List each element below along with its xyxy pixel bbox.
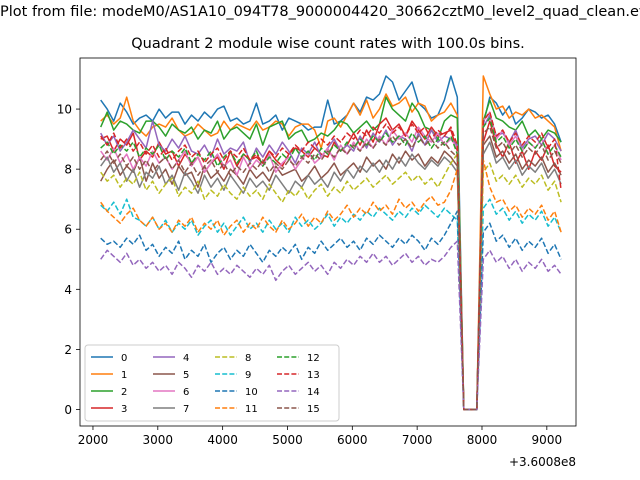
series-line-9: [100, 198, 562, 411]
x-tick-label: 5000: [272, 433, 303, 447]
legend-label-2: 2: [121, 387, 127, 398]
y-tick-label: 0: [64, 403, 72, 417]
series-line-15: [100, 126, 562, 411]
x-tick-label: 9000: [532, 433, 563, 447]
series-line-5: [100, 135, 562, 411]
y-tick-label: 4: [64, 283, 72, 297]
x-tick-label: 2000: [78, 433, 109, 447]
legend-label-6: 6: [183, 387, 189, 398]
y-tick-label: 6: [64, 223, 72, 237]
legend-label-12: 12: [307, 353, 320, 364]
x-offset-label: +3.6008e8: [509, 455, 576, 469]
x-tick-label: 7000: [402, 433, 433, 447]
legend-label-9: 9: [245, 370, 251, 381]
legend-label-7: 7: [183, 404, 189, 415]
series-line-12: [100, 117, 562, 411]
legend-label-13: 13: [307, 370, 320, 381]
y-tick-label: 10: [57, 103, 72, 117]
legend-label-4: 4: [183, 353, 189, 364]
axes: 2000 3000 4000 5000 6000 7000 8000 9000 +3.6008e…: [57, 57, 577, 469]
x-tick-label: 8000: [467, 433, 498, 447]
chart-title: Quadrant 2 module wise count rates with …: [131, 36, 525, 52]
legend-label-3: 3: [121, 404, 127, 415]
series-line-7: [100, 141, 562, 411]
y-tick-label: 8: [64, 163, 72, 177]
series-line-11: [100, 159, 562, 411]
series-line-10: [100, 210, 562, 411]
x-tick-label: 6000: [337, 433, 368, 447]
legend-label-11: 11: [245, 404, 258, 415]
legend-box: [84, 344, 340, 422]
series-lines: [100, 75, 562, 411]
series-line-14: [100, 240, 562, 411]
figure-suptitle: Plot from file: modeM0/AS1A10_094T78_900…: [0, 4, 640, 20]
legend-label-15: 15: [307, 404, 320, 415]
legend-label-14: 14: [307, 387, 320, 398]
legend-label-8: 8: [245, 353, 251, 364]
legend-label-5: 5: [183, 370, 189, 381]
legend-label-0: 0: [121, 353, 127, 364]
y-tick-label: 2: [64, 343, 72, 357]
x-tick-label: 4000: [207, 433, 238, 447]
legend-label-10: 10: [245, 387, 258, 398]
axes-frame: [79, 57, 577, 427]
x-tick-label: 3000: [143, 433, 174, 447]
legend-label-1: 1: [121, 370, 127, 381]
series-line-2: [100, 96, 562, 411]
series-line-8: [100, 153, 562, 411]
